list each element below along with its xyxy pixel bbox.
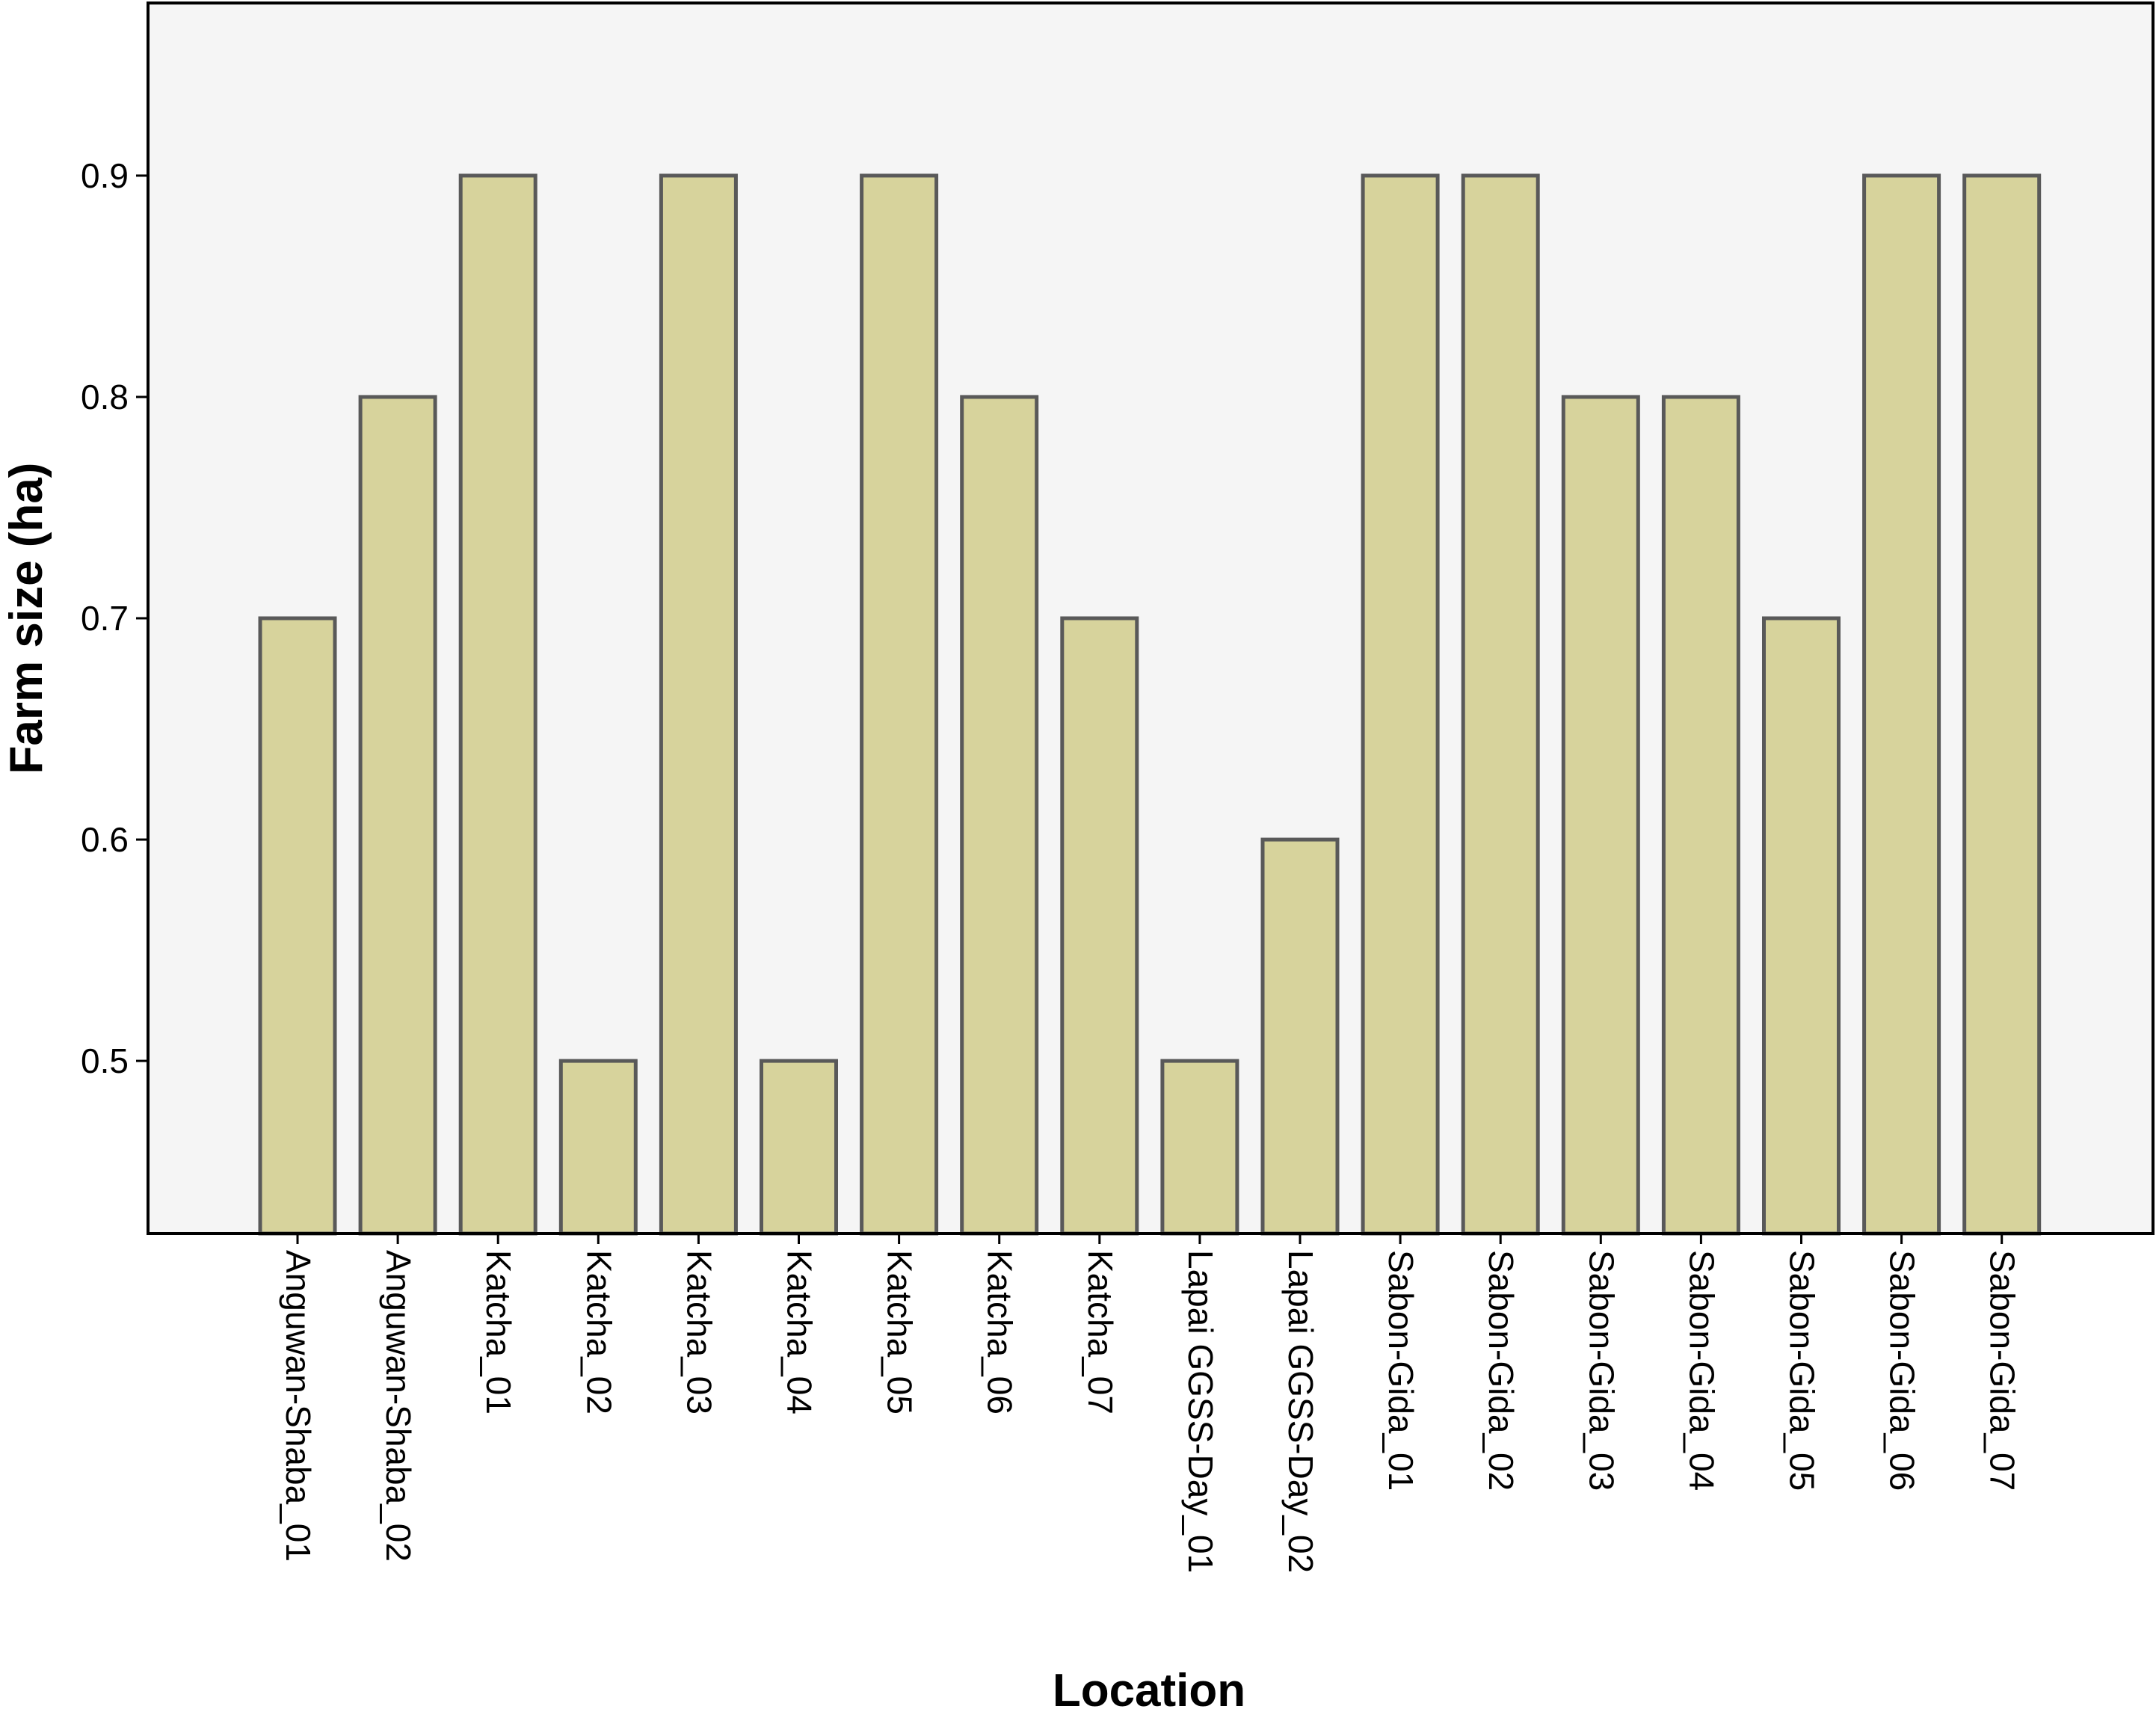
x-tick-label: Katcha_01 (479, 1250, 518, 1414)
bar (1661, 395, 1740, 1236)
bars (258, 173, 2042, 1236)
x-tick-label: Sabon-Gida_03 (1582, 1250, 1621, 1491)
x-tick-label: Sabon-Gida_05 (1783, 1250, 1822, 1491)
bar (1060, 616, 1139, 1236)
y-tick-label: 0.9 (81, 156, 129, 195)
bar (558, 1059, 638, 1236)
x-tick-label: Lapai GGSS-Day_02 (1281, 1250, 1320, 1573)
bar (860, 173, 939, 1236)
x-tick-label: Katcha_03 (680, 1250, 718, 1414)
plot-frame (147, 1, 2155, 1235)
x-tick-label: Sabon-Gida_07 (1983, 1250, 2022, 1491)
bar (760, 1059, 838, 1236)
bar (960, 395, 1039, 1236)
x-tick-label: Katcha_02 (579, 1250, 618, 1414)
plot-area (148, 3, 2153, 1234)
x-tick-label: Katcha_05 (881, 1250, 920, 1414)
y-axis-title: Farm size (ha) (1, 463, 52, 775)
x-tick-label: Anguwan-Shaba_01 (279, 1250, 318, 1562)
bar (1361, 173, 1440, 1236)
bar (358, 395, 437, 1236)
bar (659, 173, 738, 1236)
bar (1962, 173, 2042, 1236)
x-tick-label: Katcha_07 (1081, 1250, 1120, 1414)
x-tick-label: Sabon-Gida_04 (1682, 1250, 1721, 1491)
bar (1561, 395, 1640, 1236)
x-tick-label: Katcha_04 (780, 1250, 819, 1414)
bar (1260, 837, 1340, 1236)
y-tick-label: 0.7 (81, 599, 129, 638)
x-tick-label: Sabon-Gida_01 (1382, 1250, 1420, 1491)
x-tick-label: Katcha_06 (981, 1250, 1020, 1414)
y-tick-label: 0.8 (81, 378, 129, 416)
x-axis: Anguwan-Shaba_01 Anguwan-Shaba_02 Katcha_0… (279, 1234, 2022, 1573)
y-tick-label: 0.6 (81, 820, 129, 859)
x-tick-label: Sabon-Gida_02 (1482, 1250, 1521, 1491)
x-tick-label: Anguwan-Shaba_02 (379, 1250, 418, 1562)
x-tick-label: Sabon-Gida_06 (1883, 1250, 1922, 1491)
x-axis-title: Location (1053, 1665, 1245, 1712)
y-axis: 0.5 0.6 0.7 0.8 0.9 (81, 156, 148, 1080)
bar (258, 616, 337, 1236)
x-tick-label: Lapai GGSS-Day_01 (1181, 1250, 1220, 1573)
bar (1160, 1059, 1239, 1236)
bar (1862, 173, 1941, 1236)
bar (458, 173, 538, 1236)
bar (1461, 173, 1540, 1236)
y-tick-label: 0.5 (81, 1041, 129, 1080)
bar (1762, 616, 1841, 1236)
